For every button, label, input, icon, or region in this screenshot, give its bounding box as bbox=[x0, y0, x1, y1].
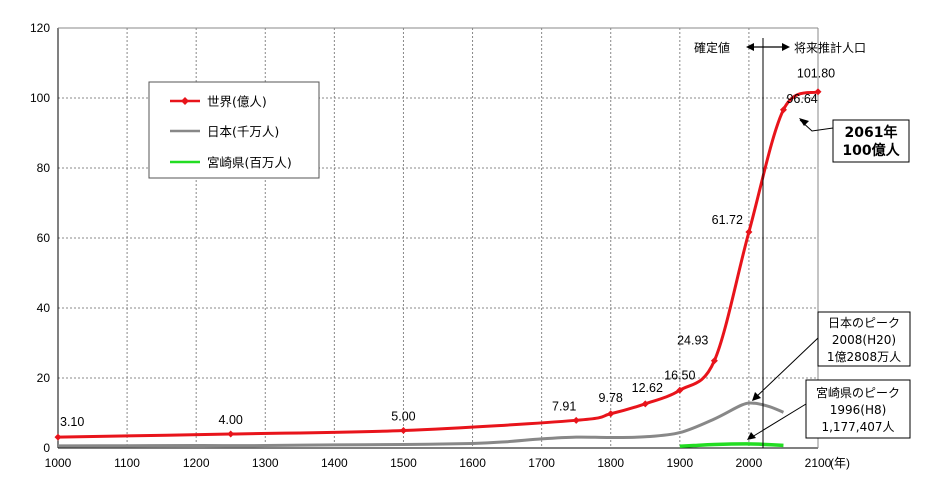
x-tick-1900: 1900 bbox=[666, 456, 693, 470]
y-tick-120: 120 bbox=[30, 21, 50, 35]
annotation-world-100: 2061年 100億人 bbox=[799, 118, 910, 163]
world-markers bbox=[54, 88, 822, 441]
annotation-japan-peak: 日本のピーク 2008(H20) 1億2808万人 bbox=[752, 311, 911, 401]
x-tick-1400: 1400 bbox=[321, 456, 348, 470]
x-tick-1200: 1200 bbox=[183, 456, 210, 470]
x-tick-1000: 1000 bbox=[45, 456, 72, 470]
gridlines bbox=[57, 27, 819, 449]
world-label-1250: 4.00 bbox=[219, 413, 243, 427]
annotation-japan-peak-line3: 1億2808万人 bbox=[827, 350, 901, 364]
world-point-1000 bbox=[54, 433, 62, 441]
y-tick-80: 80 bbox=[37, 161, 51, 175]
annotation-japan-peak-line1: 日本のピーク bbox=[828, 316, 900, 330]
world-label-1900: 16.50 bbox=[664, 368, 695, 382]
x-tick-1800: 1800 bbox=[597, 456, 624, 470]
world-point-2050 bbox=[779, 106, 787, 114]
x-tick-1100: 1100 bbox=[114, 456, 140, 470]
world-point-1750 bbox=[572, 416, 580, 424]
annotation-miyazaki-peak: 宮崎県のピーク 1996(H8) 1,177,407人 bbox=[747, 379, 911, 440]
x-axis-ticks: 1000 1100 1200 1300 1400 1500 1600 1700 1800 1900… bbox=[45, 456, 832, 470]
world-label-1000: 3.10 bbox=[60, 415, 84, 429]
world-point-1950 bbox=[710, 357, 718, 365]
world-label-2050: 96.64 bbox=[786, 92, 817, 106]
y-tick-20: 20 bbox=[37, 371, 51, 385]
boundary-left-label: 確定値 bbox=[694, 40, 730, 55]
legend-label-miyazaki: 宮崎県(百万人) bbox=[207, 155, 292, 170]
world-point-2000 bbox=[745, 228, 753, 236]
x-tick-1600: 1600 bbox=[459, 456, 486, 470]
world-label-1750: 7.91 bbox=[552, 399, 576, 413]
legend-label-japan: 日本(千万人) bbox=[207, 124, 279, 139]
world-label-1500: 5.00 bbox=[391, 410, 415, 424]
y-tick-60: 60 bbox=[37, 231, 51, 245]
series-lines bbox=[57, 90, 819, 448]
world-point-2100 bbox=[814, 88, 822, 96]
x-tick-1300: 1300 bbox=[252, 456, 279, 470]
y-tick-0: 0 bbox=[43, 441, 50, 455]
world-point-1800 bbox=[607, 410, 615, 418]
series-line-japan bbox=[57, 401, 785, 448]
x-tick-2100: 2100 bbox=[805, 456, 832, 470]
x-tick-2000: 2000 bbox=[736, 456, 763, 470]
boundary-right-label: 将来推計人口 bbox=[794, 40, 866, 55]
y-tick-100: 100 bbox=[30, 91, 50, 105]
world-label-1800: 9.78 bbox=[599, 391, 623, 405]
boundary-arrow-icon bbox=[746, 43, 790, 51]
x-tick-1500: 1500 bbox=[390, 456, 417, 470]
world-label-1850: 12.62 bbox=[632, 381, 663, 395]
annotation-japan-peak-line2: 2008(H20) bbox=[832, 333, 896, 347]
x-tick-1700: 1700 bbox=[528, 456, 555, 470]
world-point-1850 bbox=[641, 400, 649, 408]
world-point-1500 bbox=[399, 427, 407, 434]
world-label-2000: 61.72 bbox=[712, 213, 743, 227]
annotation-world-100-line2: 100億人 bbox=[842, 142, 900, 159]
series-line-world bbox=[57, 90, 819, 439]
y-axis-ticks: 0 20 40 60 80 100 120 bbox=[30, 21, 50, 455]
legend: 世界(億人) 日本(千万人) 宮崎県(百万人) bbox=[148, 81, 320, 179]
series-line-miyazaki bbox=[679, 442, 784, 448]
world-point-1900 bbox=[676, 386, 684, 394]
world-label-1950: 24.93 bbox=[677, 334, 708, 348]
annotation-miyazaki-peak-line1: 宮崎県のピーク bbox=[816, 385, 900, 400]
annotation-miyazaki-peak-line2: 1996(H8) bbox=[830, 403, 887, 417]
world-label-2100: 101.80 bbox=[797, 67, 835, 81]
world-point-1250 bbox=[227, 430, 235, 438]
annotation-world-100-line1: 2061年 bbox=[845, 124, 898, 141]
y-tick-40: 40 bbox=[37, 301, 51, 315]
x-axis-unit: (年) bbox=[830, 456, 850, 470]
annotation-miyazaki-peak-line3: 1,177,407人 bbox=[821, 420, 894, 434]
legend-label-world: 世界(億人) bbox=[207, 94, 267, 109]
